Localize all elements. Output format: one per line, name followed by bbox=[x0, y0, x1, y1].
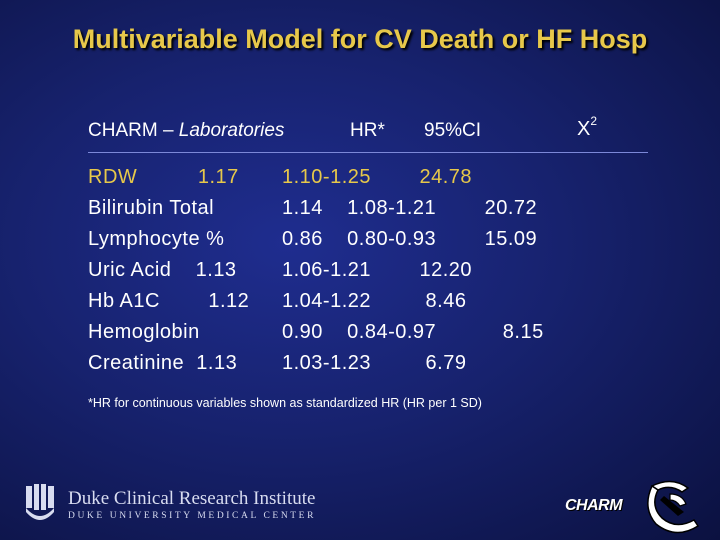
charm-wordmark: CHARM bbox=[565, 497, 623, 514]
slide-title: Multivariable Model for CV Death or HF H… bbox=[72, 24, 648, 54]
row-uric-acid-values: 1.06-1.21 12.20 bbox=[282, 259, 473, 281]
medical-center-name: DUKE UNIVERSITY MEDICAL CENTER bbox=[68, 511, 317, 521]
column-header-hr: HR* bbox=[350, 120, 385, 141]
row-creatinine-values: 1.03-1.23 6.79 bbox=[282, 352, 467, 374]
row-lymphocyte-values: 0.86 0.80-0.93 15.09 bbox=[282, 228, 538, 250]
row-hemoglobin-values: 0.90 0.84-0.97 8.15 bbox=[282, 321, 544, 343]
footnote: *HR for continuous variables shown as st… bbox=[88, 396, 482, 410]
row-rdw-values: 1.10-1.25 24.78 bbox=[282, 166, 473, 188]
row-hba1c-values: 1.04-1.22 8.46 bbox=[282, 290, 467, 312]
charm-logo-icon bbox=[647, 480, 700, 534]
row-hemoglobin-label: Hemoglobin bbox=[88, 321, 200, 343]
row-bilirubin-label: Bilirubin Total bbox=[88, 197, 215, 219]
chi-letter: X bbox=[577, 118, 591, 140]
header-lead: CHARM – bbox=[88, 120, 179, 141]
chi-superscript: 2 bbox=[590, 114, 598, 128]
column-header-chi-square: X2 bbox=[577, 114, 597, 141]
row-lymphocyte-label: Lymphocyte % bbox=[88, 228, 225, 250]
row-hba1c-label: Hb A1C 1.12 bbox=[88, 290, 250, 312]
institute-name: Duke Clinical Research Institute bbox=[68, 488, 316, 509]
row-uric-acid-label: Uric Acid 1.13 bbox=[88, 259, 237, 281]
column-header-study: CHARM – Laboratories bbox=[88, 120, 284, 142]
row-rdw-label: RDW 1.17 bbox=[88, 166, 239, 188]
column-header-ci: 95%CI bbox=[424, 120, 482, 141]
row-creatinine-label: Creatinine 1.13 bbox=[88, 352, 238, 374]
header-divider bbox=[88, 152, 648, 153]
dcri-logo: Duke Clinical Research Institute DUKE UN… bbox=[24, 484, 324, 524]
duke-chapel-icon bbox=[26, 484, 54, 520]
row-bilirubin-values: 1.14 1.08-1.21 20.72 bbox=[282, 197, 538, 219]
header-laboratories: Laboratories bbox=[178, 120, 285, 141]
